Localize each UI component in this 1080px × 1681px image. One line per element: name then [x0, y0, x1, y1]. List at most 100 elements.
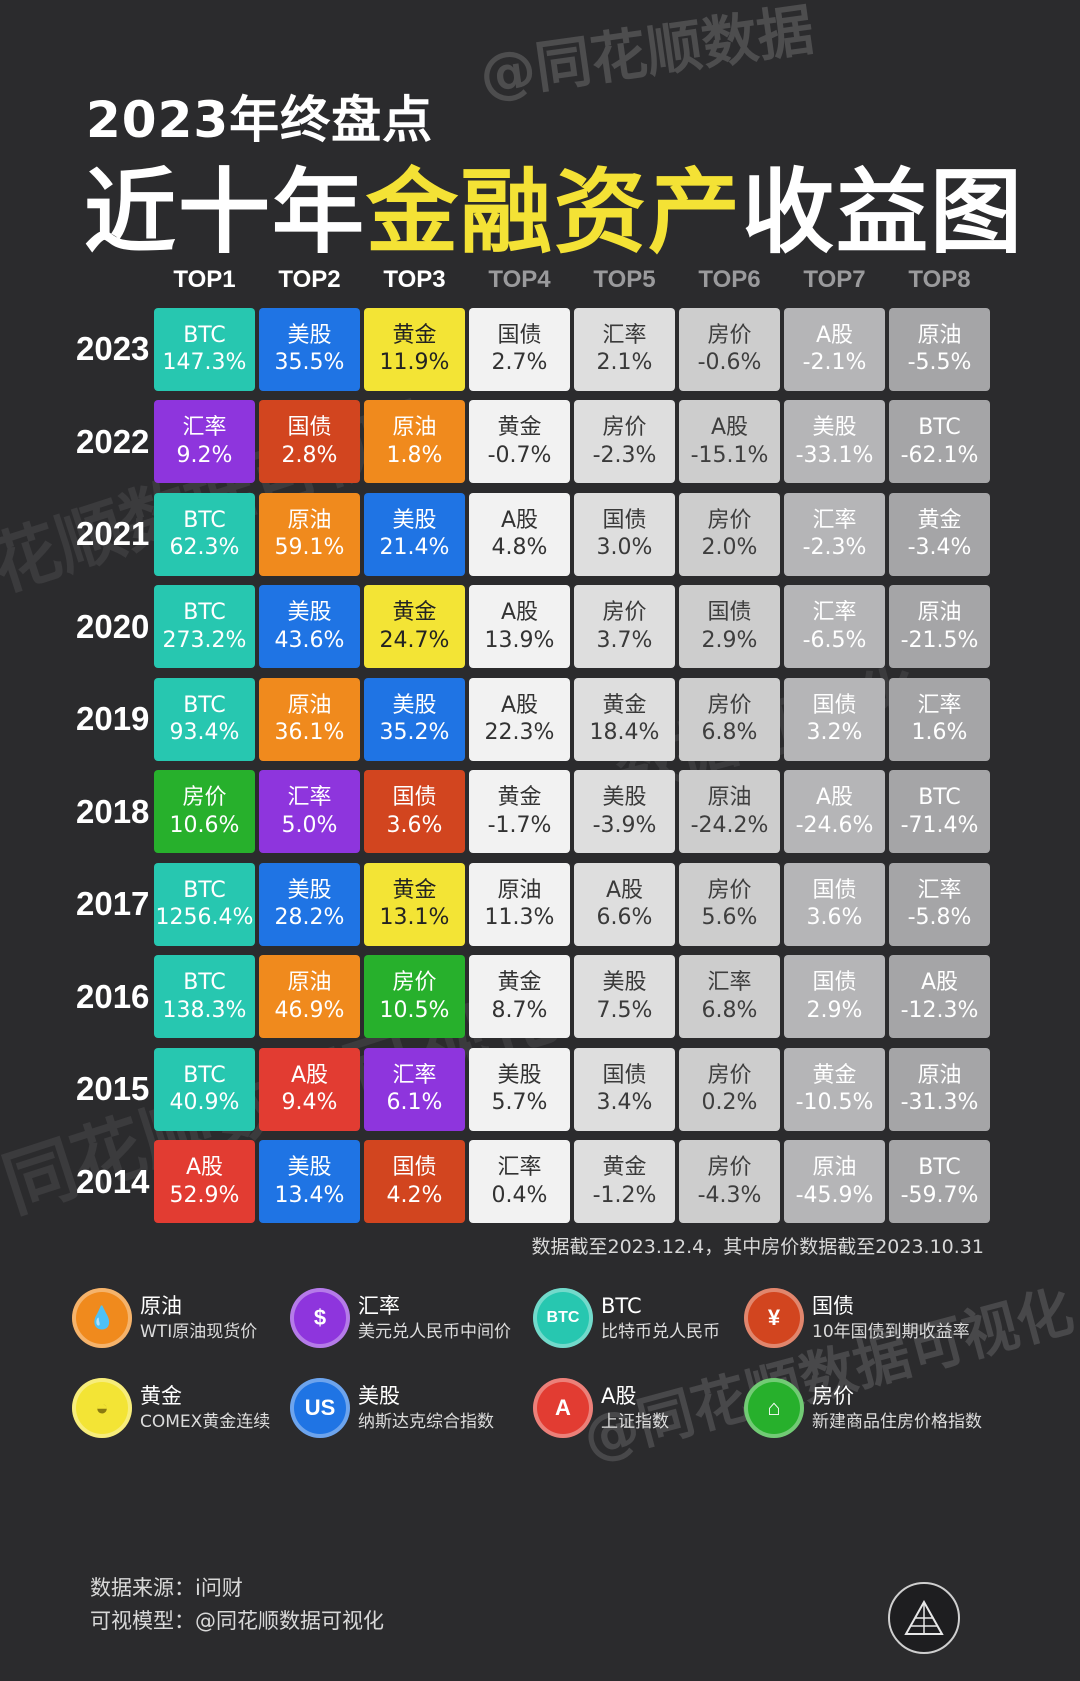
table-cell: 房价 2.0% — [679, 492, 780, 576]
return-value: -1.7% — [487, 812, 552, 838]
asset-name: 黄金 — [392, 322, 437, 348]
return-value: 24.7% — [379, 627, 450, 653]
asset-name: BTC — [183, 692, 226, 718]
table-cell: 黄金 -3.4% — [889, 492, 990, 576]
legend-item: A A股 上证指数 — [533, 1378, 744, 1438]
dollar-exchange-icon: $ — [290, 1288, 350, 1348]
table-cell: 原油 36.1% — [259, 677, 360, 761]
return-value: 273.2% — [162, 627, 247, 653]
legend-glyph: ⌂ — [767, 1395, 781, 1420]
legend-item: 💧 原油 WTI原油现货价 — [72, 1288, 290, 1348]
table-cell: 美股 35.5% — [259, 307, 360, 391]
return-value: 3.6% — [806, 905, 863, 930]
table-cell: 美股 -3.9% — [574, 770, 675, 853]
table-cell: 国债 2.9% — [679, 585, 780, 668]
asset-name: 美股 — [287, 600, 332, 625]
table-cell: 原油 -31.3% — [889, 1047, 990, 1131]
legend-desc: COMEX黄金连续 — [140, 1411, 271, 1432]
us-stock-icon: US — [290, 1378, 350, 1438]
return-value: 6.1% — [386, 1090, 443, 1115]
year-label: 2016 — [76, 977, 150, 1015]
asset-name: 原油 — [917, 600, 962, 625]
legend-item: ¥ 国债 10年国债到期收益率 — [744, 1288, 1004, 1348]
return-value: 40.9% — [169, 1090, 240, 1115]
return-value: -2.1% — [802, 350, 867, 375]
return-value: 0.2% — [701, 1090, 758, 1115]
return-value: 2.9% — [701, 627, 758, 653]
asset-name: 美股 — [497, 1062, 542, 1088]
title-subheading: 2023年终盘点 — [86, 91, 434, 149]
table-cell: 房价 -0.6% — [679, 307, 780, 391]
year-label: 2018 — [76, 792, 150, 830]
table-cell: A股 13.9% — [469, 585, 570, 668]
rank-header: TOP1 — [173, 266, 236, 293]
return-value: 138.3% — [162, 997, 247, 1023]
table-cell: 房价 6.8% — [679, 677, 780, 761]
table-cell: 美股 21.4% — [364, 492, 465, 576]
legend-name: 原油 — [140, 1294, 182, 1319]
table-cell: BTC 93.4% — [154, 677, 255, 761]
legend-name: A股 — [601, 1384, 637, 1409]
asset-name: 汇率 — [707, 970, 752, 995]
asset-name: 汇率 — [812, 507, 857, 533]
asset-name: 原油 — [917, 322, 962, 348]
return-value: 2.9% — [806, 997, 863, 1023]
legend-glyph: $ — [313, 1305, 327, 1330]
asset-name: 黄金 — [392, 600, 437, 625]
return-value: 43.6% — [274, 627, 345, 653]
return-value: 4.8% — [491, 535, 548, 560]
return-value: -0.7% — [487, 442, 552, 468]
asset-name: A股 — [290, 1062, 329, 1088]
table-cell: 房价 5.6% — [679, 862, 780, 946]
return-value: 4.2% — [386, 1182, 443, 1208]
asset-name: 国债 — [287, 415, 332, 440]
return-value: -0.6% — [697, 350, 762, 375]
table-cell: BTC 147.3% — [154, 307, 255, 391]
asset-name: 原油 — [497, 877, 542, 903]
table-cell: 房价 10.5% — [364, 955, 465, 1038]
asset-name: 房价 — [602, 600, 647, 625]
asset-name: A股 — [710, 415, 749, 440]
return-value: 28.2% — [274, 905, 345, 930]
asset-name: 原油 — [707, 785, 752, 810]
asset-name: 汇率 — [917, 877, 962, 903]
table-cell: A股 -15.1% — [679, 400, 780, 483]
table-cell: 原油 1.8% — [364, 400, 465, 483]
legend-name: 汇率 — [358, 1294, 400, 1319]
table-cell: 美股 43.6% — [259, 585, 360, 668]
legend-glyph: A — [555, 1395, 571, 1420]
asset-name: 黄金 — [602, 692, 647, 718]
return-value: 36.1% — [274, 720, 345, 745]
asset-name: 房价 — [707, 1155, 752, 1180]
asset-name: 黄金 — [497, 970, 542, 995]
legend-glyph: BTC — [546, 1309, 580, 1326]
table-cell: 国债 3.2% — [784, 677, 885, 761]
return-value: 93.4% — [169, 720, 240, 745]
asset-name: BTC — [918, 415, 961, 440]
return-value: 2.8% — [281, 442, 338, 468]
table-cell: 汇率 9.2% — [154, 400, 255, 483]
table-cell: 汇率 0.4% — [469, 1140, 570, 1223]
table-cell: BTC 1256.4% — [154, 862, 255, 946]
table-cell: 国债 3.4% — [574, 1047, 675, 1131]
house-icon: ⌂ — [744, 1378, 804, 1438]
table-cell: 原油 11.3% — [469, 862, 570, 946]
data-source: 数据来源：i问财 可视模型：@同花顺数据可视化 — [90, 1572, 384, 1637]
table-cell: 黄金 24.7% — [364, 585, 465, 668]
return-value: 46.9% — [274, 997, 345, 1023]
asset-name: 房价 — [707, 322, 752, 348]
year-label: 2022 — [76, 422, 150, 460]
table-cell: 国债 2.9% — [784, 955, 885, 1038]
asset-name: 房价 — [707, 1062, 752, 1088]
return-value: -5.5% — [907, 350, 972, 375]
return-value: 5.6% — [701, 905, 758, 930]
year-label: 2023 — [76, 330, 150, 367]
return-value: 1.6% — [911, 720, 968, 745]
table-cell: 汇率 5.0% — [259, 770, 360, 853]
return-value: 0.4% — [491, 1182, 548, 1208]
table-cell: 国债 3.6% — [364, 770, 465, 853]
rank-header: TOP2 — [278, 266, 341, 293]
return-value: 5.7% — [491, 1090, 548, 1115]
asset-name: 国债 — [812, 970, 857, 995]
asset-name: 国债 — [602, 507, 647, 533]
